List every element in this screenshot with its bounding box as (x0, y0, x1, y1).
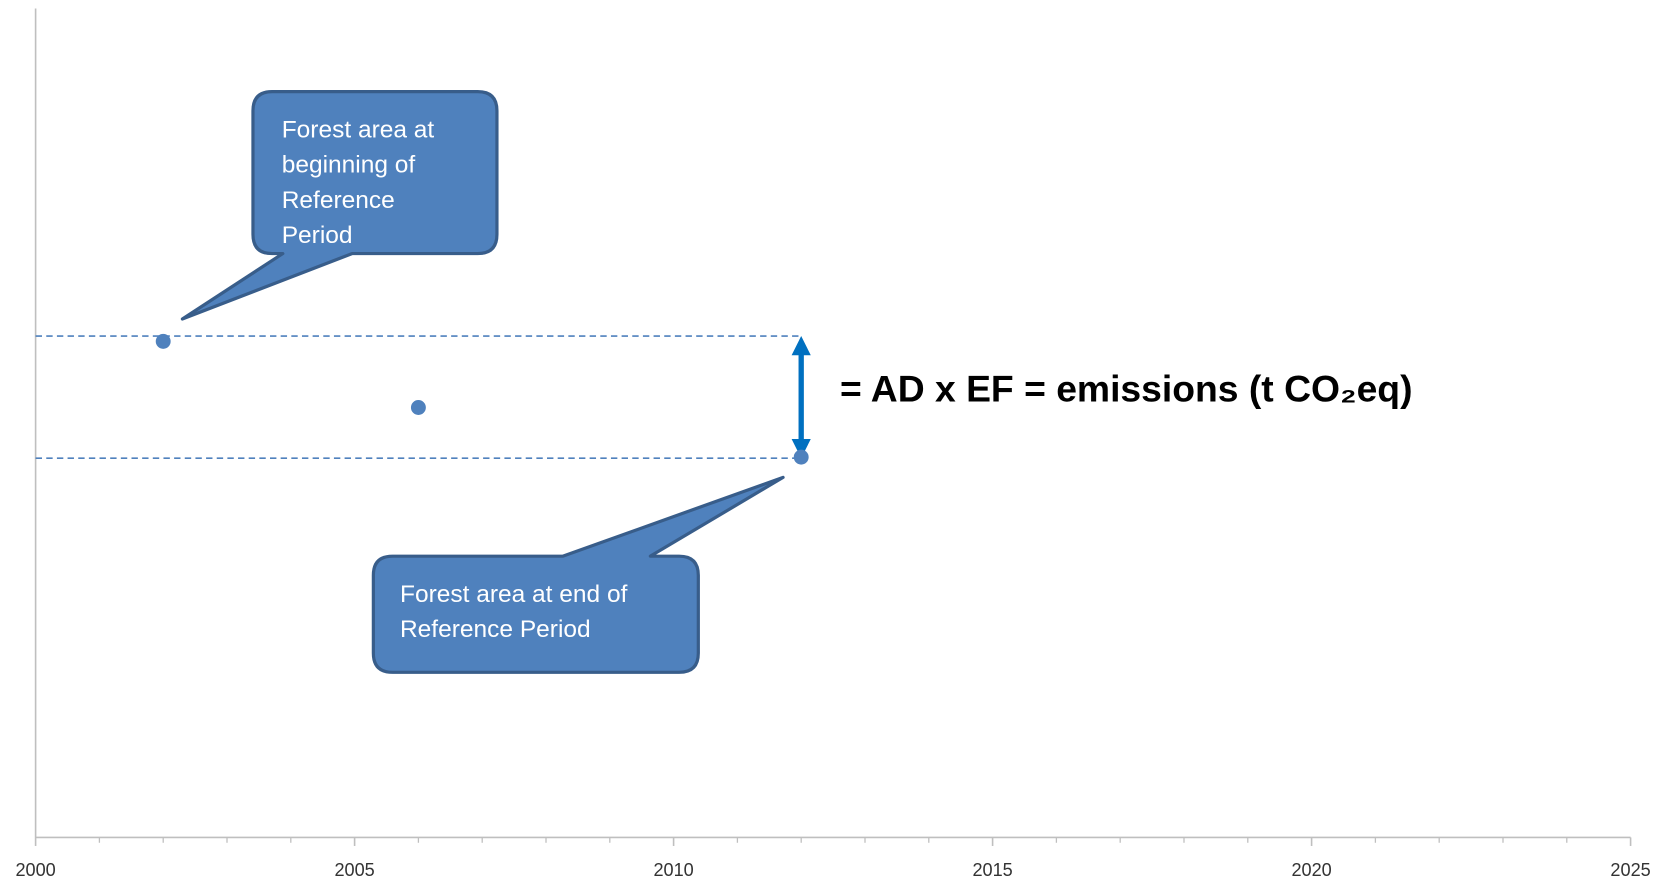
callout (371, 475, 785, 674)
callout-text: beginning of (282, 152, 416, 179)
callout-text: Forest area at end of (400, 581, 628, 608)
arrow-head (791, 336, 811, 356)
x-tick-label: 2010 (653, 860, 693, 879)
x-tick-label: 2025 (1610, 860, 1650, 879)
callout-text: Reference (282, 187, 395, 214)
callout (180, 90, 499, 321)
data-point (410, 400, 426, 415)
x-tick-label: 2020 (1291, 860, 1331, 879)
x-tick-label: 2005 (334, 860, 374, 879)
x-tick-label: 2015 (972, 860, 1012, 879)
callout-text: Period (282, 222, 353, 249)
callout-text: Reference Period (400, 616, 591, 643)
formula: = AD x EF = emissions (t CO₂eq) (840, 368, 1412, 410)
x-tick-label: 2000 (15, 860, 55, 879)
arrow-head (791, 439, 811, 459)
callout-text: Forest area at (282, 116, 435, 143)
data-point (155, 333, 171, 349)
data-point (793, 449, 809, 465)
